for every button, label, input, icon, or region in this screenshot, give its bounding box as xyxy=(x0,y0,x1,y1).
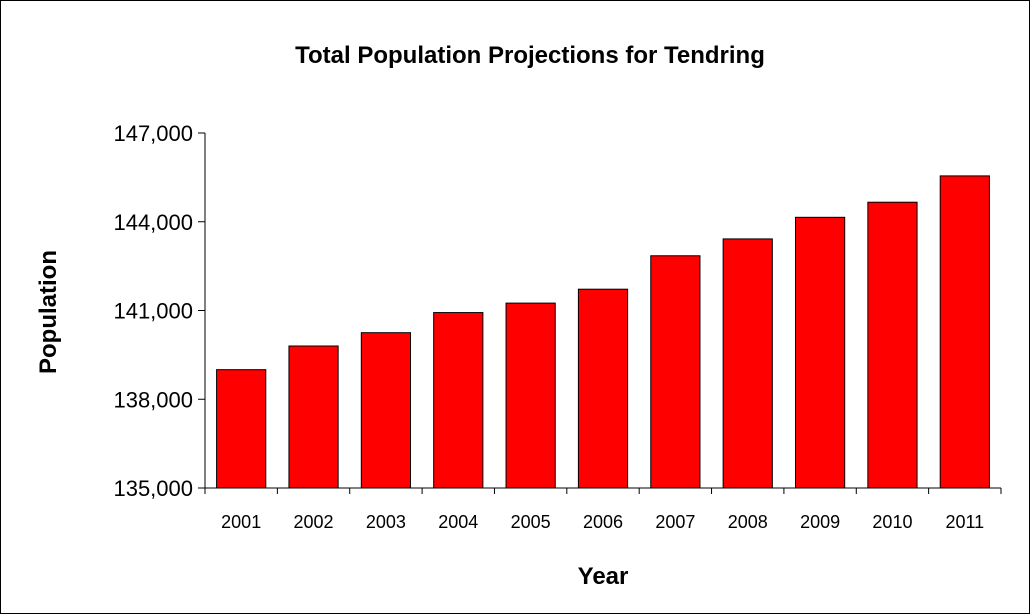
x-axis-title: Year xyxy=(578,563,629,590)
bar-2009 xyxy=(794,216,846,489)
bar-2001 xyxy=(216,369,267,489)
x-tick-label: 2003 xyxy=(366,512,406,532)
x-tick-label: 2004 xyxy=(438,512,478,532)
bar-2002 xyxy=(288,345,339,489)
x-tick-label: 2001 xyxy=(221,512,261,532)
y-tick-label: 147,000 xyxy=(113,121,193,146)
bar-2005 xyxy=(505,302,556,489)
bar-2006 xyxy=(577,288,629,489)
x-tick-label: 2002 xyxy=(294,512,334,532)
y-tick-label: 144,000 xyxy=(113,210,193,235)
x-axis: 2001 2002 2003 2004 2005 2006 2007 2008 2009 2010… xyxy=(204,487,1002,532)
x-tick-label: 2009 xyxy=(800,512,840,532)
bar-2010 xyxy=(867,201,918,489)
y-axis-title: Population xyxy=(35,250,62,374)
bar-2011 xyxy=(939,175,990,489)
bar-2004 xyxy=(433,312,484,489)
bar-2003 xyxy=(360,332,412,489)
x-tick-label: 2006 xyxy=(583,512,623,532)
chart-title: Total Population Projections for Tendrin… xyxy=(295,42,765,69)
y-tick-label: 141,000 xyxy=(113,299,193,324)
x-tick-label: 2008 xyxy=(728,512,768,532)
x-tick-label: 2011 xyxy=(945,512,984,532)
bars xyxy=(216,175,990,489)
y-tick-label: 138,000 xyxy=(113,387,193,412)
y-axis: 135,000 138,000 141,000 144,000 147,000 xyxy=(113,121,206,501)
bar-2007 xyxy=(650,255,701,489)
bar-2008 xyxy=(722,238,773,489)
x-tick-label: 2010 xyxy=(872,512,912,532)
y-tick-label: 135,000 xyxy=(113,476,193,501)
x-tick-label: 2007 xyxy=(655,512,695,532)
x-tick-label: 2005 xyxy=(511,512,551,532)
